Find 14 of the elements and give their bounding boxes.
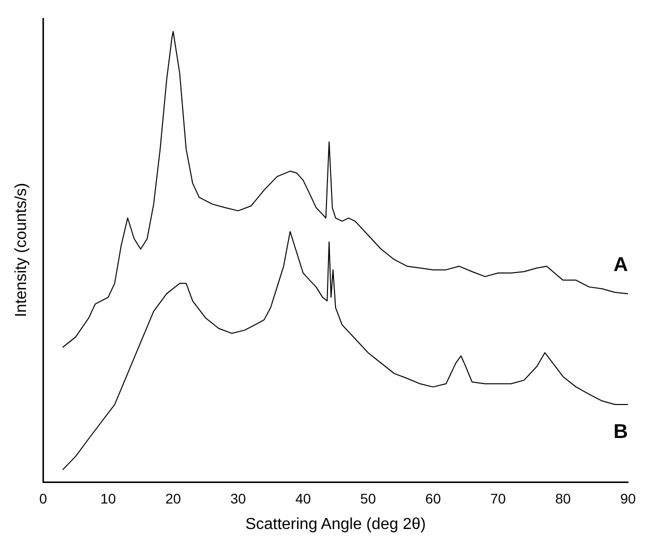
x-tick-label: 0 (39, 490, 48, 506)
x-tick-label: 20 (165, 490, 182, 506)
x-tick-label: 60 (425, 490, 442, 506)
x-axis-title: Scattering Angle (deg 2θ) (245, 516, 426, 533)
x-tick-label: 10 (100, 490, 116, 506)
x-tick-label: 50 (360, 490, 376, 506)
x-tick-label: 90 (620, 490, 636, 506)
y-axis-title: Intensity (counts/s) (13, 182, 30, 318)
series-label: B (614, 421, 628, 444)
series-label: A (614, 254, 628, 276)
x-tick-label: 40 (295, 490, 312, 506)
x-tick-label: 70 (490, 490, 506, 506)
x-tick-label: 80 (555, 490, 572, 506)
x-tick-label: 30 (230, 490, 246, 506)
